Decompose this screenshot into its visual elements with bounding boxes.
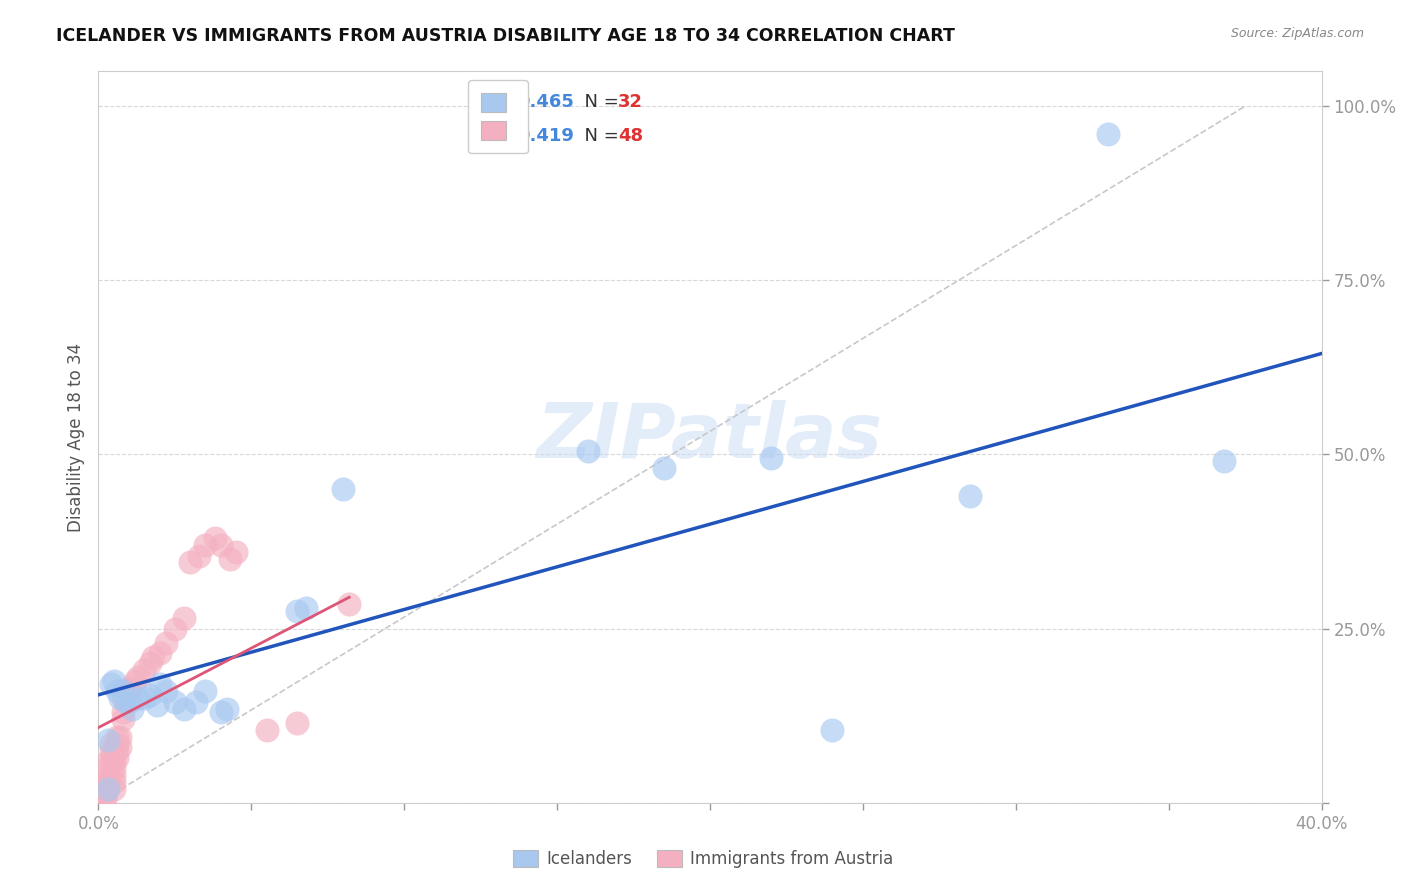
Point (105, 730, 128, 744)
Point (124, 673, 146, 688)
Point (134, 664, 156, 678)
Point (256, 723, 278, 737)
Text: ZIPatlas: ZIPatlas (537, 401, 883, 474)
Point (103, 673, 125, 688)
Point (219, 552, 242, 566)
Point (142, 649, 165, 664)
Point (97, 733, 120, 747)
Point (111, 712, 134, 726)
Point (111, 705, 134, 719)
Text: 48: 48 (619, 127, 644, 145)
Point (163, 695, 186, 709)
Point (118, 681, 141, 695)
Point (1212, 454, 1234, 468)
Point (100, 743, 122, 757)
Point (337, 597, 360, 611)
Point (576, 444, 599, 458)
Point (105, 684, 128, 698)
Point (97, 775, 120, 789)
Point (332, 483, 354, 497)
Point (149, 646, 172, 660)
Point (285, 715, 308, 730)
Point (821, 723, 844, 737)
Point (139, 688, 162, 702)
Point (100, 750, 122, 764)
Text: ICELANDER VS IMMIGRANTS FROM AUSTRIA DISABILITY AGE 18 TO 34 CORRELATION CHART: ICELANDER VS IMMIGRANTS FROM AUSTRIA DIS… (56, 27, 955, 45)
Text: N =: N = (574, 127, 624, 145)
Point (93, 775, 115, 789)
Point (163, 622, 186, 636)
Point (108, 740, 131, 755)
Point (759, 450, 782, 465)
Point (652, 461, 675, 475)
Point (100, 737, 122, 751)
Point (225, 545, 247, 559)
Point (103, 781, 125, 796)
Text: 32: 32 (619, 93, 644, 112)
Point (139, 657, 162, 671)
Point (93, 789, 115, 803)
Text: N =: N = (574, 93, 624, 112)
Point (149, 677, 172, 691)
Y-axis label: Disability Age 18 to 34: Disability Age 18 to 34 (66, 343, 84, 532)
Point (194, 684, 217, 698)
Point (204, 531, 226, 545)
Point (1097, 127, 1119, 141)
Point (121, 702, 143, 716)
Point (127, 691, 149, 706)
Legend: , : , (468, 80, 527, 153)
Text: Source: ZipAtlas.com: Source: ZipAtlas.com (1230, 27, 1364, 40)
Point (155, 635, 177, 649)
Point (93, 785, 115, 799)
Point (97, 761, 120, 775)
Point (103, 761, 125, 775)
Point (105, 743, 128, 757)
Point (100, 677, 122, 691)
Point (97, 781, 120, 796)
Point (115, 684, 138, 698)
Point (105, 737, 128, 751)
Point (134, 691, 156, 706)
Point (209, 538, 232, 552)
Point (111, 691, 134, 706)
Point (145, 698, 167, 713)
Legend: Icelanders, Immigrants from Austria: Icelanders, Immigrants from Austria (506, 843, 900, 875)
Point (115, 695, 138, 709)
Point (188, 549, 211, 563)
Point (173, 611, 195, 625)
Text: R =: R = (479, 127, 519, 145)
Point (209, 705, 232, 719)
Point (127, 670, 149, 684)
Point (108, 691, 131, 706)
Point (194, 538, 217, 552)
Point (97, 768, 120, 782)
Point (179, 556, 201, 570)
Point (215, 702, 238, 716)
Point (108, 730, 131, 744)
Point (173, 702, 195, 716)
Point (105, 750, 128, 764)
Point (118, 688, 141, 702)
Point (97, 754, 120, 768)
Point (118, 695, 141, 709)
Point (93, 781, 115, 796)
Point (103, 768, 125, 782)
Text: 0.419: 0.419 (517, 127, 574, 145)
Point (111, 684, 134, 698)
Text: 0.465: 0.465 (517, 93, 574, 112)
Point (155, 684, 177, 698)
Point (186, 695, 208, 709)
Point (295, 600, 318, 615)
Point (285, 604, 308, 618)
Point (959, 489, 981, 503)
Point (93, 792, 115, 806)
Point (103, 754, 125, 768)
Point (103, 775, 125, 789)
Text: R =: R = (479, 93, 519, 112)
